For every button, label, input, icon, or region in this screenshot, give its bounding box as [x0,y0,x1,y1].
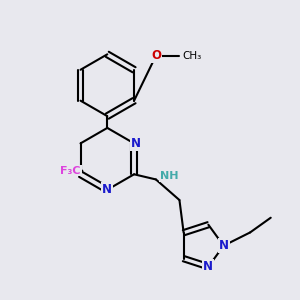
Text: N: N [219,239,229,252]
Text: NH: NH [160,172,179,182]
Text: N: N [130,137,141,150]
Text: CH₃: CH₃ [182,51,202,61]
Text: F₃C: F₃C [60,166,81,176]
Text: N: N [102,183,112,196]
Text: N: N [203,260,213,273]
Text: O: O [151,49,161,62]
